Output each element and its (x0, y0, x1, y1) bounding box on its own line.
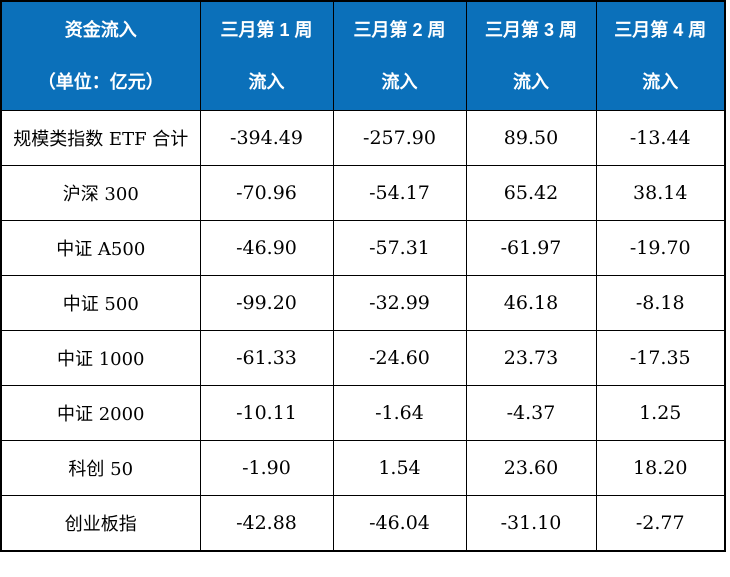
row-label: 创业板指 (0, 495, 201, 552)
week4-flow-label: 流入 (642, 72, 679, 92)
value-cell: 46.18 (465, 275, 597, 331)
row-label: 中证 500 (0, 275, 201, 331)
header-title-cell: 资金流入 （单位：亿元） (0, 0, 201, 111)
value-cell: -99.20 (199, 275, 334, 331)
value-cell: 65.42 (465, 165, 597, 221)
row-label: 中证 2000 (0, 385, 201, 441)
value-cell: -32.99 (332, 275, 467, 331)
row-label: 科创 50 (0, 440, 201, 496)
week1-flow-label: 流入 (248, 72, 285, 92)
value-cell: -4.37 (465, 385, 597, 441)
value-cell: -17.35 (595, 330, 726, 386)
table-title: 资金流入 (64, 20, 137, 40)
week2-flow-label: 流入 (381, 72, 418, 92)
value-cell: -61.33 (199, 330, 334, 386)
row-label: 中证 A500 (0, 220, 201, 276)
header-row: 资金流入 （单位：亿元） 三月第 1 周 流入 三月第 2 周 流入 (0, 0, 726, 111)
value-cell: 1.25 (595, 385, 726, 441)
value-cell: -1.64 (332, 385, 467, 441)
value-cell: 23.73 (465, 330, 597, 386)
week4-label: 三月第 4 周 (614, 20, 707, 40)
table-row: 中证 A500 -46.90 -57.31 -61.97 -19.70 (0, 220, 726, 276)
table-body: 规模类指数 ETF 合计 -394.49 -257.90 89.50 -13.4… (0, 110, 726, 552)
value-cell: -31.10 (465, 495, 597, 552)
value-cell: -54.17 (332, 165, 467, 221)
value-cell: 89.50 (465, 110, 597, 166)
table-unit-label: （单位：亿元） (37, 72, 164, 92)
row-label: 中证 1000 (0, 330, 201, 386)
value-cell: -57.31 (332, 220, 467, 276)
value-cell: 38.14 (595, 165, 726, 221)
header-week1-cell: 三月第 1 周 流入 (199, 0, 334, 111)
value-cell: -19.70 (595, 220, 726, 276)
table-row: 中证 1000 -61.33 -24.60 23.73 -17.35 (0, 330, 726, 386)
value-cell: -394.49 (199, 110, 334, 166)
table-header: 资金流入 （单位：亿元） 三月第 1 周 流入 三月第 2 周 流入 (0, 0, 726, 111)
value-cell: 18.20 (595, 440, 726, 496)
value-cell: -42.88 (199, 495, 334, 552)
value-cell: -24.60 (332, 330, 467, 386)
value-cell: -46.90 (199, 220, 334, 276)
fund-inflow-table: 资金流入 （单位：亿元） 三月第 1 周 流入 三月第 2 周 流入 (0, 0, 726, 552)
header-week2-cell: 三月第 2 周 流入 (332, 0, 467, 111)
value-cell: 23.60 (465, 440, 597, 496)
week1-label: 三月第 1 周 (220, 20, 313, 40)
table-row: 创业板指 -42.88 -46.04 -31.10 -2.77 (0, 495, 726, 552)
value-cell: -1.90 (199, 440, 334, 496)
table-row: 沪深 300 -70.96 -54.17 65.42 38.14 (0, 165, 726, 221)
header-week3-cell: 三月第 3 周 流入 (465, 0, 597, 111)
value-cell: 1.54 (332, 440, 467, 496)
value-cell: -10.11 (199, 385, 334, 441)
table-row: 科创 50 -1.90 1.54 23.60 18.20 (0, 440, 726, 496)
value-cell: -8.18 (595, 275, 726, 331)
table-row: 规模类指数 ETF 合计 -394.49 -257.90 89.50 -13.4… (0, 110, 726, 166)
value-cell: -70.96 (199, 165, 334, 221)
week3-flow-label: 流入 (513, 72, 549, 92)
row-label: 沪深 300 (0, 165, 201, 221)
value-cell: -13.44 (595, 110, 726, 166)
value-cell: -61.97 (465, 220, 597, 276)
value-cell: -257.90 (332, 110, 467, 166)
table-row: 中证 500 -99.20 -32.99 46.18 -8.18 (0, 275, 726, 331)
week3-label: 三月第 3 周 (484, 20, 577, 40)
week2-label: 三月第 2 周 (353, 20, 446, 40)
value-cell: -2.77 (595, 495, 726, 552)
value-cell: -46.04 (332, 495, 467, 552)
header-week4-cell: 三月第 4 周 流入 (595, 0, 726, 111)
table-row: 中证 2000 -10.11 -1.64 -4.37 1.25 (0, 385, 726, 441)
row-label: 规模类指数 ETF 合计 (0, 110, 201, 166)
